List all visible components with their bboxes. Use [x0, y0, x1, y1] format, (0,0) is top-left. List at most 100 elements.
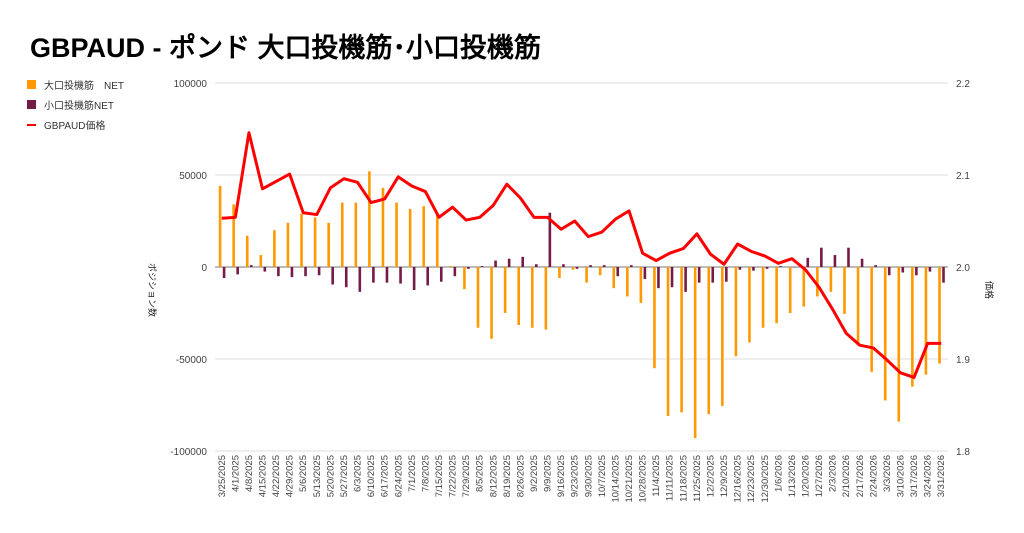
bar-small-net: [249, 265, 253, 267]
bar-large-net: [218, 186, 222, 267]
bar-large-net: [476, 267, 480, 328]
legend-label-small: 小口投機筋NET: [44, 101, 114, 112]
bar-large-net: [666, 267, 670, 417]
x-tick: 12/23/2025: [746, 455, 757, 503]
y-tick-left: 100000: [174, 79, 208, 90]
bar-small-net: [602, 265, 606, 267]
bar-small-net: [697, 267, 701, 283]
bar-small-net: [507, 258, 511, 267]
bar-large-net: [626, 267, 629, 297]
bar-small-net: [263, 267, 267, 272]
bar-large-net: [748, 267, 751, 343]
bar-small-net: [901, 267, 905, 273]
x-tick: 1/27/2026: [814, 455, 825, 497]
x-tick: 8/5/2025: [475, 455, 486, 492]
bar-large-net: [232, 204, 235, 267]
x-tick: 4/8/2025: [244, 455, 255, 492]
y-tick-right: 2.0: [956, 263, 970, 274]
bar-large-net: [843, 267, 846, 314]
bar-large-net: [680, 267, 683, 413]
bar-large-net: [802, 267, 806, 307]
bar-large-net: [354, 202, 358, 267]
bar-large-net: [327, 222, 330, 267]
bar-small-net: [833, 255, 837, 267]
legend-label-price: GBPAUD価格: [44, 121, 106, 132]
bar-small-net: [670, 267, 674, 288]
bar-large-net: [775, 267, 778, 324]
bar-large-net: [829, 267, 833, 292]
bar-large-net: [368, 171, 371, 267]
bar-large-net: [761, 267, 765, 328]
legend-swatch-small: [27, 100, 36, 109]
x-tick: 10/14/2025: [610, 455, 621, 503]
bar-large-net: [544, 267, 548, 330]
bar-large-net: [517, 267, 521, 325]
bar-large-net: [897, 267, 901, 422]
bar-small-net: [616, 267, 620, 277]
bar-small-net: [657, 267, 660, 289]
y-tick-left: 0: [201, 263, 207, 274]
x-tick: 11/4/2025: [651, 455, 662, 497]
x-tick: 6/17/2025: [380, 455, 391, 497]
bar-large-net: [639, 267, 643, 303]
bar-small-net: [236, 267, 239, 275]
x-tick: 4/22/2025: [271, 455, 282, 497]
bar-small-net: [752, 267, 755, 271]
x-tick: 9/16/2025: [556, 455, 567, 497]
bar-small-net: [439, 267, 443, 282]
bar-small-net: [317, 267, 321, 276]
price-line: [221, 131, 942, 379]
bar-large-net: [721, 267, 724, 406]
x-tick: 11/18/2025: [678, 455, 689, 502]
bar-large-net: [408, 209, 412, 267]
y-tick-left: 50000: [179, 171, 207, 182]
x-tick: 10/7/2025: [597, 455, 608, 497]
bar-small-net: [521, 256, 525, 267]
bar-small-net: [399, 267, 402, 284]
bar-large-net: [273, 230, 276, 267]
legend-item-large: 大口投機筋 NET: [27, 77, 124, 92]
x-tick: 7/1/2025: [407, 455, 418, 492]
x-tick: 4/1/2025: [230, 455, 241, 492]
bar-large-net: [490, 267, 493, 339]
bar-small-net: [385, 267, 389, 283]
x-tick: 9/23/2025: [570, 455, 581, 497]
bar-small-net: [277, 267, 280, 277]
x-tick: 10/28/2025: [638, 455, 649, 503]
bar-large-net: [422, 206, 425, 267]
x-tick: 1/6/2026: [773, 455, 784, 492]
bar-small-net: [643, 267, 647, 279]
bar-large-net: [313, 217, 317, 267]
x-tick: 5/13/2025: [312, 455, 323, 497]
y-axis-title-right: 価格: [984, 281, 995, 299]
bar-large-net: [435, 213, 439, 267]
x-tick: 5/6/2025: [298, 455, 309, 492]
x-tick: 2/24/2026: [868, 455, 879, 497]
x-tick: 3/3/2026: [882, 455, 893, 492]
x-tick: 8/26/2025: [515, 455, 526, 497]
x-tick: 9/2/2025: [529, 455, 540, 492]
bar-large-net: [693, 267, 697, 439]
bar-small-net: [344, 267, 348, 288]
x-tick: 11/11/2025: [665, 455, 676, 501]
bar-small-net: [942, 267, 945, 283]
x-tick: 7/15/2025: [434, 455, 445, 497]
x-tick: 12/30/2025: [760, 455, 771, 503]
x-tick: 1/13/2026: [787, 455, 798, 497]
x-tick: 3/31/2026: [936, 455, 947, 497]
legend-item-small: 小口投機筋NET: [27, 97, 114, 112]
bar-small-net: [548, 212, 552, 267]
bar-small-net: [222, 267, 226, 279]
bar-large-net: [395, 202, 398, 267]
bar-large-net: [788, 267, 792, 313]
bar-small-net: [874, 265, 877, 267]
y-tick-left: -50000: [176, 355, 208, 366]
x-tick: 3/25/2025: [217, 455, 228, 497]
bar-small-net: [792, 267, 796, 268]
bar-large-net: [653, 267, 656, 369]
x-tick: 1/20/2026: [800, 455, 811, 497]
bar-small-net: [630, 265, 633, 267]
y-tick-right: 1.8: [956, 447, 970, 458]
bar-large-net: [734, 267, 738, 357]
